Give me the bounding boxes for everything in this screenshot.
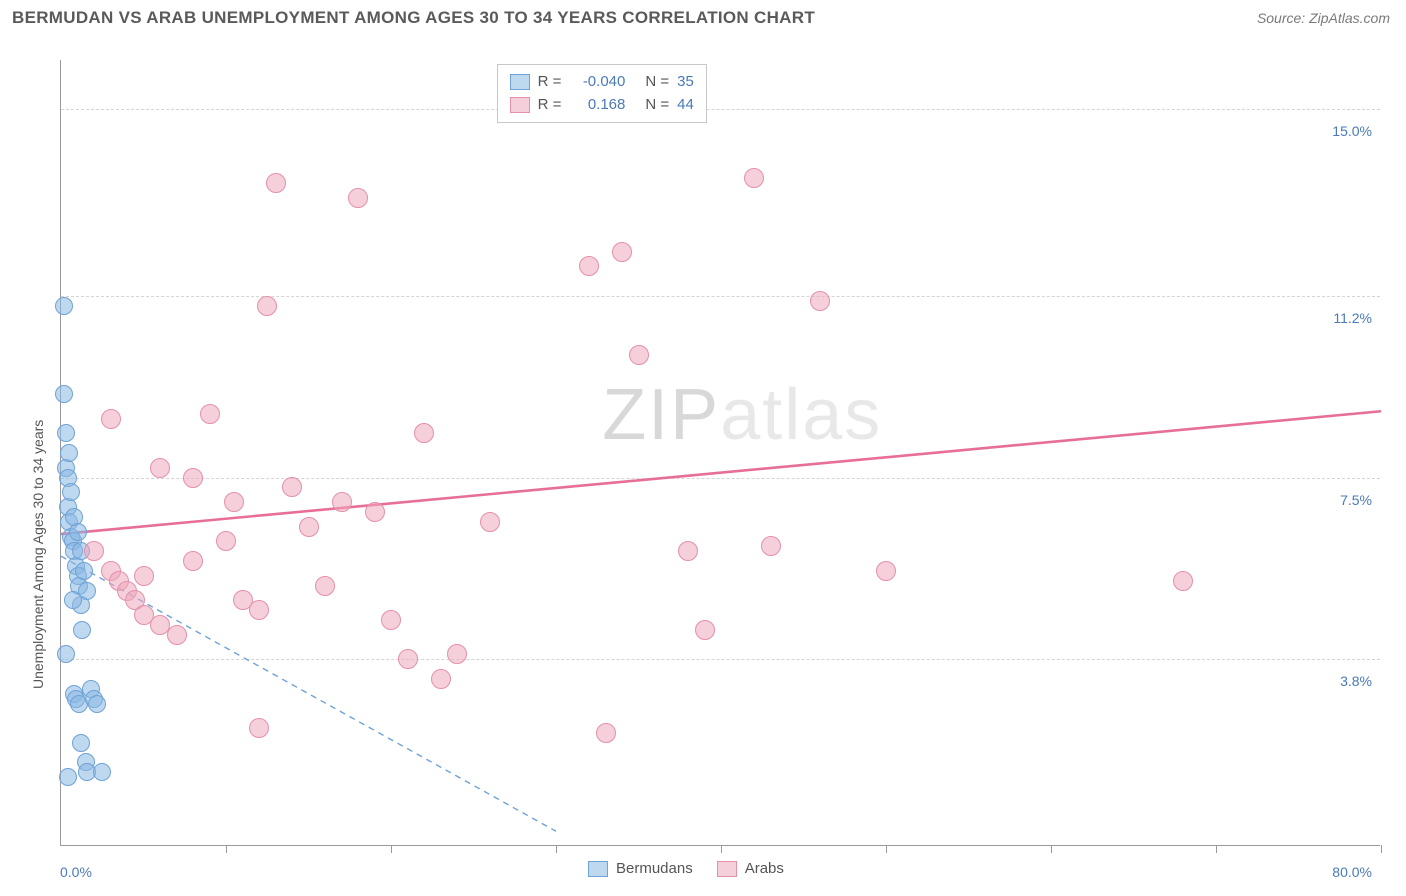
data-point — [431, 669, 451, 689]
data-point — [249, 600, 269, 620]
data-point — [810, 291, 830, 311]
data-point — [579, 256, 599, 276]
data-point — [381, 610, 401, 630]
x-tick — [556, 845, 557, 853]
correlation-legend: R = -0.040 N = 35 R = 0.168 N = 44 — [497, 64, 707, 123]
chart-header: BERMUDAN VS ARAB UNEMPLOYMENT AMONG AGES… — [0, 0, 1406, 32]
series-legend: Bermudans Arabs — [588, 860, 784, 877]
legend-swatch — [588, 861, 608, 877]
legend-swatch — [717, 861, 737, 877]
n-value: 44 — [677, 94, 694, 117]
data-point — [216, 531, 236, 551]
data-point — [134, 566, 154, 586]
y-tick-label: 7.5% — [1340, 492, 1372, 508]
r-label: R = — [538, 94, 562, 117]
data-point — [257, 296, 277, 316]
x-max-label: 80.0% — [1332, 864, 1372, 880]
x-tick — [1381, 845, 1382, 853]
y-tick-label: 15.0% — [1332, 123, 1372, 139]
x-tick — [226, 845, 227, 853]
data-point — [249, 718, 269, 738]
n-label: N = — [645, 94, 669, 117]
data-point — [266, 173, 286, 193]
legend-swatch — [510, 97, 530, 113]
r-value: 0.168 — [569, 94, 625, 117]
r-label: R = — [538, 71, 562, 94]
data-point — [200, 404, 220, 424]
legend-row: R = 0.168 N = 44 — [510, 94, 694, 117]
legend-row: R = -0.040 N = 35 — [510, 71, 694, 94]
data-point — [183, 468, 203, 488]
x-tick — [1051, 845, 1052, 853]
correlation-scatter-chart: ZIPatlas 3.8% 7.5% 11.2% 15.0% R = -0.040 N = 35… — [12, 36, 1380, 896]
data-point — [629, 345, 649, 365]
n-label: N = — [645, 71, 669, 94]
x-tick — [1216, 845, 1217, 853]
data-point — [55, 385, 73, 403]
gridline — [61, 296, 1380, 297]
data-point — [101, 409, 121, 429]
x-tick — [391, 845, 392, 853]
trend-line-arabs — [61, 411, 1381, 534]
legend-label: Arabs — [745, 860, 784, 877]
data-point — [59, 768, 77, 786]
x-tick — [721, 845, 722, 853]
gridline — [61, 478, 1380, 479]
r-value: -0.040 — [569, 71, 625, 94]
x-min-label: 0.0% — [60, 864, 92, 880]
data-point — [398, 649, 418, 669]
data-point — [167, 625, 187, 645]
y-tick-label: 11.2% — [1333, 310, 1372, 326]
legend-swatch — [510, 74, 530, 90]
plot-area: ZIPatlas 3.8% 7.5% 11.2% 15.0% R = -0.040 N = 35… — [60, 60, 1380, 846]
y-tick-label: 3.8% — [1340, 673, 1372, 689]
data-point — [282, 477, 302, 497]
data-point — [596, 723, 616, 743]
data-point — [447, 644, 467, 664]
watermark: ZIPatlas — [602, 374, 882, 456]
data-point — [612, 242, 632, 262]
data-point — [744, 168, 764, 188]
y-axis-title: Unemployment Among Ages 30 to 34 years — [30, 420, 46, 689]
data-point — [57, 645, 75, 663]
data-point — [365, 502, 385, 522]
data-point — [224, 492, 244, 512]
data-point — [93, 763, 111, 781]
data-point — [62, 483, 80, 501]
data-point — [876, 561, 896, 581]
data-point — [1173, 571, 1193, 591]
data-point — [55, 297, 73, 315]
data-point — [348, 188, 368, 208]
data-point — [72, 734, 90, 752]
data-point — [299, 517, 319, 537]
data-point — [315, 576, 335, 596]
data-point — [695, 620, 715, 640]
source-attribution: Source: ZipAtlas.com — [1257, 10, 1390, 26]
data-point — [64, 591, 82, 609]
x-tick — [886, 845, 887, 853]
n-value: 35 — [677, 71, 694, 94]
data-point — [88, 695, 106, 713]
data-point — [69, 523, 87, 541]
data-point — [678, 541, 698, 561]
data-point — [332, 492, 352, 512]
legend-item: Bermudans — [588, 860, 693, 877]
data-point — [75, 562, 93, 580]
gridline — [61, 659, 1380, 660]
data-point — [150, 458, 170, 478]
data-point — [414, 423, 434, 443]
data-point — [60, 444, 78, 462]
data-point — [183, 551, 203, 571]
gridline — [61, 109, 1380, 110]
data-point — [480, 512, 500, 532]
data-point — [73, 621, 91, 639]
data-point — [761, 536, 781, 556]
legend-label: Bermudans — [616, 860, 693, 877]
data-point — [57, 424, 75, 442]
legend-item: Arabs — [717, 860, 784, 877]
chart-title: BERMUDAN VS ARAB UNEMPLOYMENT AMONG AGES… — [12, 8, 815, 28]
data-point — [84, 541, 104, 561]
